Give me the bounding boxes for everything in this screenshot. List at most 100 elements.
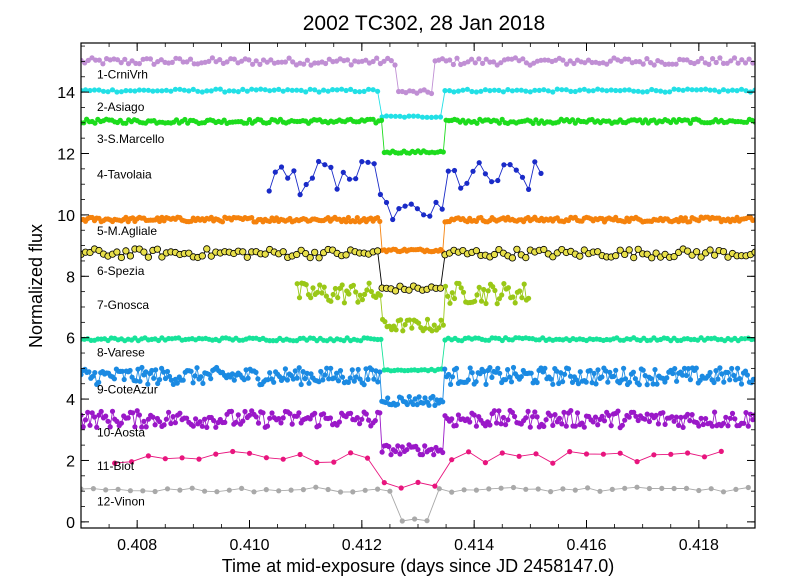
data-point (119, 368, 125, 374)
data-point (392, 62, 398, 68)
data-point (366, 280, 372, 286)
data-point (239, 58, 245, 64)
data-point (696, 423, 702, 429)
data-point (540, 245, 548, 254)
series-label: 8-Varese (97, 345, 145, 359)
data-point (373, 247, 382, 255)
data-point (81, 486, 84, 492)
data-point (715, 376, 721, 382)
data-point (300, 487, 306, 493)
data-point (280, 415, 286, 421)
data-point (473, 423, 479, 429)
data-point (679, 372, 686, 378)
data-point (466, 449, 472, 455)
data-point (503, 377, 509, 383)
data-point (122, 247, 130, 255)
data-point (352, 219, 358, 225)
data-point (421, 212, 427, 218)
data-point (400, 328, 406, 334)
data-point (668, 451, 674, 457)
data-point (703, 416, 709, 422)
data-point (391, 287, 400, 295)
data-point (689, 87, 695, 93)
data-point (542, 365, 548, 371)
data-point (342, 251, 350, 259)
data-point (631, 88, 637, 94)
data-point (470, 168, 476, 174)
data-point (249, 215, 255, 221)
data-point (357, 89, 363, 95)
data-point (153, 367, 159, 373)
data-point (633, 413, 639, 419)
data-point (648, 254, 656, 262)
data-point (287, 411, 293, 417)
data-point (498, 421, 504, 427)
data-point (194, 365, 200, 371)
data-point (591, 370, 597, 376)
data-point (725, 369, 731, 376)
data-point (644, 89, 650, 95)
data-point (464, 180, 470, 186)
data-point (422, 395, 428, 401)
series-11-biot (112, 448, 724, 491)
data-point (239, 248, 247, 256)
data-point (179, 455, 185, 461)
data-point (505, 417, 511, 423)
series-3-s-marcello (81, 116, 755, 156)
data-point (670, 370, 676, 377)
data-point (139, 364, 145, 371)
data-point (177, 410, 183, 416)
data-point (451, 167, 458, 174)
data-point (144, 253, 152, 261)
data-point (605, 379, 611, 385)
data-point (438, 317, 444, 323)
data-point (181, 87, 187, 93)
data-point (631, 409, 637, 415)
data-point (164, 486, 171, 492)
data-point (433, 199, 439, 205)
data-point (373, 294, 379, 300)
data-point (91, 87, 98, 93)
data-point (311, 248, 319, 256)
data-point (285, 175, 291, 181)
data-point (321, 284, 327, 290)
data-point (617, 88, 623, 94)
data-point (486, 486, 492, 492)
data-point (461, 487, 467, 493)
data-point (271, 379, 277, 385)
data-point (510, 364, 517, 371)
data-point (347, 375, 353, 381)
data-point (204, 424, 210, 430)
data-point (82, 87, 89, 93)
data-point (377, 410, 383, 416)
data-point (322, 162, 328, 168)
data-point (154, 88, 160, 94)
data-point (720, 60, 727, 66)
data-point (107, 424, 113, 430)
data-point (127, 88, 133, 94)
data-point (571, 60, 577, 67)
data-point (415, 113, 421, 119)
data-point (496, 87, 502, 93)
data-point (746, 56, 752, 62)
data-point (685, 366, 692, 372)
data-point (243, 253, 251, 261)
data-point (532, 87, 538, 93)
data-point (527, 424, 533, 430)
data-point (739, 57, 745, 63)
data-point (650, 381, 656, 387)
data-point (96, 87, 102, 93)
data-point (451, 89, 457, 95)
data-point (437, 114, 444, 120)
data-point (599, 87, 605, 93)
data-point (541, 423, 547, 429)
data-point (719, 248, 728, 256)
data-point (431, 322, 437, 328)
data-point (419, 114, 426, 120)
data-point (492, 287, 498, 294)
data-point (312, 410, 318, 416)
x-axis: 0.408 0.410 0.412 0.414 0.416 0.418 (80, 43, 756, 554)
data-point (263, 487, 269, 493)
data-point (339, 86, 345, 92)
data-point (392, 448, 399, 455)
